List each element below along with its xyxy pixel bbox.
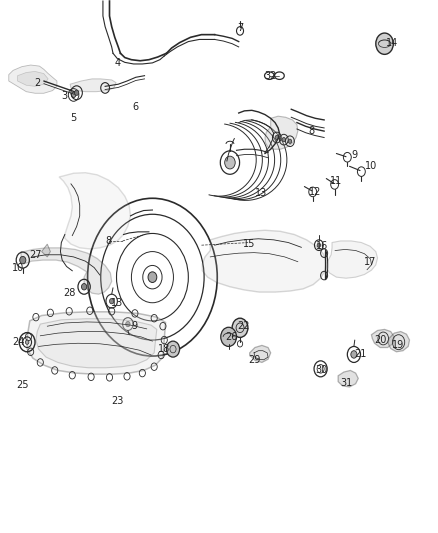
Text: 7: 7 <box>237 23 243 33</box>
Circle shape <box>166 341 180 357</box>
Polygon shape <box>250 345 271 362</box>
Polygon shape <box>338 370 358 387</box>
Text: 15: 15 <box>243 239 255 249</box>
Text: 30: 30 <box>316 366 328 375</box>
Text: 29: 29 <box>249 355 261 365</box>
Circle shape <box>148 272 157 282</box>
Polygon shape <box>371 329 394 348</box>
Text: 13: 13 <box>254 188 267 198</box>
Text: 20: 20 <box>374 335 386 345</box>
Text: 13: 13 <box>111 298 124 308</box>
Text: 16: 16 <box>316 241 328 251</box>
Polygon shape <box>21 248 112 294</box>
Text: 11: 11 <box>330 176 343 186</box>
Circle shape <box>275 135 279 140</box>
Circle shape <box>74 90 79 95</box>
Text: 14: 14 <box>386 38 398 47</box>
Polygon shape <box>18 71 48 86</box>
Polygon shape <box>265 116 298 149</box>
Text: 10: 10 <box>365 161 378 171</box>
Text: 25: 25 <box>17 380 29 390</box>
Polygon shape <box>9 65 57 93</box>
Text: 21: 21 <box>354 350 366 359</box>
Circle shape <box>20 256 26 264</box>
Circle shape <box>110 298 114 304</box>
Text: 24: 24 <box>12 337 25 347</box>
Polygon shape <box>326 241 378 278</box>
Text: 18: 18 <box>158 344 170 354</box>
Text: 27: 27 <box>30 250 42 260</box>
Circle shape <box>81 284 87 290</box>
Text: 3: 3 <box>62 91 68 101</box>
Text: 8: 8 <box>106 236 112 246</box>
Polygon shape <box>42 244 50 257</box>
Polygon shape <box>388 332 410 352</box>
Polygon shape <box>27 312 166 374</box>
Text: 9: 9 <box>352 150 358 159</box>
Circle shape <box>317 243 321 247</box>
Text: 17: 17 <box>364 257 376 267</box>
Text: 4: 4 <box>114 58 120 68</box>
Circle shape <box>288 139 292 143</box>
Text: 10: 10 <box>12 263 25 272</box>
Text: 2: 2 <box>34 78 40 87</box>
Text: 19: 19 <box>392 341 404 350</box>
Text: 22: 22 <box>237 321 249 331</box>
Circle shape <box>126 321 130 327</box>
Circle shape <box>376 33 393 54</box>
Circle shape <box>232 318 248 337</box>
Circle shape <box>351 351 357 358</box>
Polygon shape <box>59 173 131 249</box>
Text: 8: 8 <box>308 126 314 135</box>
Polygon shape <box>70 79 116 92</box>
Circle shape <box>221 327 237 346</box>
Polygon shape <box>36 319 157 368</box>
Circle shape <box>225 156 235 169</box>
Circle shape <box>282 138 286 142</box>
Polygon shape <box>202 230 326 292</box>
Text: 6: 6 <box>133 102 139 111</box>
Text: 26: 26 <box>225 332 237 342</box>
Text: 5: 5 <box>71 114 77 123</box>
Circle shape <box>71 92 76 98</box>
Text: 23: 23 <box>111 396 124 406</box>
Text: 31: 31 <box>341 378 353 387</box>
Text: 12: 12 <box>309 187 321 197</box>
Text: 9: 9 <box>132 321 138 331</box>
Circle shape <box>25 340 29 344</box>
Text: 32: 32 <box>265 71 277 80</box>
Text: 28: 28 <box>63 288 75 298</box>
